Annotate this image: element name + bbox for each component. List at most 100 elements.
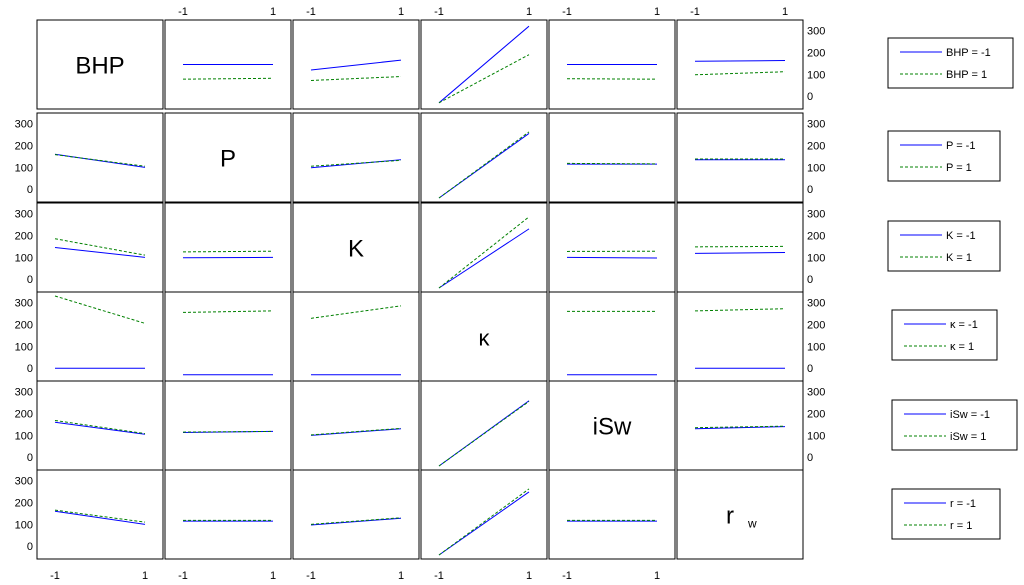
bottom-xtick-c3-0: -1 bbox=[434, 570, 444, 582]
left-ytick-r3-1: 100 bbox=[15, 341, 33, 353]
series-line-r4-c3-lvl1 bbox=[438, 401, 530, 467]
top-xtick-c1-1: 1 bbox=[270, 6, 276, 18]
series-line-r5-c3-lvl1 bbox=[438, 488, 530, 556]
panel-frame-r1-c3 bbox=[420, 112, 548, 203]
series-line-r1-c3-lvl-1 bbox=[438, 133, 530, 199]
panel-frame-r1-c2 bbox=[292, 112, 420, 203]
panel-frame-r3-c2 bbox=[292, 291, 420, 382]
left-ytick-r3-3: 300 bbox=[15, 298, 33, 310]
right-ytick-r3-0: 0 bbox=[807, 363, 813, 375]
top-xtick-c4-0: -1 bbox=[562, 6, 572, 18]
legend-label-3-1: κ = 1 bbox=[950, 341, 974, 353]
series-line-r2-c1-lvl1 bbox=[182, 250, 274, 253]
left-ytick-r1-2: 200 bbox=[15, 140, 33, 152]
legend-label-2-0: K = -1 bbox=[946, 230, 976, 242]
panel-frame-r0-c2 bbox=[292, 19, 420, 110]
top-xtick-c3-1: 1 bbox=[526, 6, 532, 18]
bottom-xtick-c1-0: -1 bbox=[178, 570, 188, 582]
right-ytick-r3-3: 300 bbox=[807, 298, 825, 310]
panel-frame-r4-c1 bbox=[164, 380, 292, 471]
diagonal-label-0: BHP bbox=[75, 53, 124, 80]
bottom-xtick-c4-0: -1 bbox=[562, 570, 572, 582]
panel-frame-r1-c4 bbox=[548, 112, 676, 203]
left-ytick-r5-1: 100 bbox=[15, 519, 33, 531]
panel-frame-r2-c3 bbox=[420, 202, 548, 293]
right-ytick-r0-1: 100 bbox=[807, 69, 825, 81]
series-line-r0-c1-lvl1 bbox=[182, 77, 274, 80]
series-line-r2-c3-lvl-1 bbox=[438, 228, 530, 289]
legend-box-4 bbox=[891, 399, 1018, 451]
panel-frame-r1-c0 bbox=[36, 112, 164, 203]
legend-label-5-1: r = 1 bbox=[950, 520, 972, 532]
right-ytick-r4-0: 0 bbox=[807, 452, 813, 464]
top-xtick-c3-0: -1 bbox=[434, 6, 444, 18]
diagonal-label-3: κ bbox=[479, 326, 491, 351]
left-ytick-r1-0: 0 bbox=[27, 184, 33, 196]
right-ytick-r3-2: 200 bbox=[807, 319, 825, 331]
left-ytick-r2-3: 300 bbox=[15, 209, 33, 221]
top-xtick-c1-0: -1 bbox=[178, 6, 188, 18]
panel-frame-r0-c0 bbox=[36, 19, 164, 110]
right-ytick-r3-1: 100 bbox=[807, 341, 825, 353]
panel-frame-r4-c2 bbox=[292, 380, 420, 471]
left-ytick-r2-2: 200 bbox=[15, 230, 33, 242]
top-xtick-c5-1: 1 bbox=[782, 6, 788, 18]
series-line-r0-c2-lvl-1 bbox=[310, 59, 402, 71]
panel-frame-r4-c3 bbox=[420, 380, 548, 471]
left-ytick-r3-2: 200 bbox=[15, 319, 33, 331]
right-ytick-r1-2: 200 bbox=[807, 140, 825, 152]
panel-frame-r1-c5 bbox=[676, 112, 804, 203]
right-ytick-r1-0: 0 bbox=[807, 184, 813, 196]
left-ytick-r2-1: 100 bbox=[15, 252, 33, 264]
left-ytick-r2-0: 0 bbox=[27, 274, 33, 286]
series-line-r0-c2-lvl1 bbox=[310, 76, 402, 81]
series-line-r0-c5-lvl1 bbox=[694, 71, 786, 76]
series-line-r4-c1-lvl1 bbox=[182, 430, 274, 433]
legend-label-0-0: BHP = -1 bbox=[946, 47, 991, 59]
series-line-r4-c2-lvl1 bbox=[310, 427, 402, 436]
legend-label-4-0: iSw = -1 bbox=[950, 409, 990, 421]
series-line-r4-c0-lvl-1 bbox=[54, 421, 146, 435]
panel-frame-r5-c0 bbox=[36, 469, 164, 560]
right-ytick-r0-2: 200 bbox=[807, 47, 825, 59]
panel-frame-r3-c5 bbox=[676, 291, 804, 382]
panel-frame-r1-c1 bbox=[164, 112, 292, 203]
series-line-r2-c0-lvl1 bbox=[54, 238, 146, 256]
panel-frame-r3-c1 bbox=[164, 291, 292, 382]
series-line-r2-c3-lvl1 bbox=[438, 216, 530, 289]
legend-label-5-0: r = -1 bbox=[950, 498, 976, 510]
panel-frame-r0-c5 bbox=[676, 19, 804, 110]
right-ytick-r4-3: 300 bbox=[807, 387, 825, 399]
series-line-r5-c0-lvl-1 bbox=[54, 510, 146, 525]
legend-label-0-1: BHP = 1 bbox=[946, 69, 987, 81]
top-xtick-c2-1: 1 bbox=[398, 6, 404, 18]
panel-frame-r2-c5 bbox=[676, 202, 804, 293]
legend-label-1-1: P = 1 bbox=[946, 162, 972, 174]
bottom-xtick-c0-1: 1 bbox=[142, 570, 148, 582]
legend-box-1 bbox=[887, 130, 1001, 182]
left-ytick-r4-2: 200 bbox=[15, 408, 33, 420]
bottom-xtick-c3-1: 1 bbox=[526, 570, 532, 582]
top-xtick-c2-0: -1 bbox=[306, 6, 316, 18]
right-ytick-r4-2: 200 bbox=[807, 408, 825, 420]
left-ytick-r5-3: 300 bbox=[15, 476, 33, 488]
series-line-r5-c0-lvl1 bbox=[54, 509, 146, 523]
diagonal-label-5: r bbox=[726, 503, 734, 530]
series-line-r3-c2-lvl1 bbox=[310, 305, 402, 319]
panel-frame-r5-c1 bbox=[164, 469, 292, 560]
left-ytick-r3-0: 0 bbox=[27, 363, 33, 375]
panel-frame-r3-c0 bbox=[36, 291, 164, 382]
legend-label-3-0: κ = -1 bbox=[950, 319, 978, 331]
right-ytick-r2-1: 100 bbox=[807, 252, 825, 264]
bottom-xtick-c2-0: -1 bbox=[306, 570, 316, 582]
bottom-xtick-c1-1: 1 bbox=[270, 570, 276, 582]
legend-box-0 bbox=[887, 37, 1014, 89]
legend-label-4-1: iSw = 1 bbox=[950, 431, 986, 443]
panel-frame-r4-c0 bbox=[36, 380, 164, 471]
right-ytick-r1-1: 100 bbox=[807, 162, 825, 174]
bottom-xtick-c2-1: 1 bbox=[398, 570, 404, 582]
right-ytick-r1-3: 300 bbox=[807, 119, 825, 131]
series-line-r3-c1-lvl1 bbox=[182, 310, 274, 313]
series-line-r5-c3-lvl-1 bbox=[438, 491, 530, 556]
